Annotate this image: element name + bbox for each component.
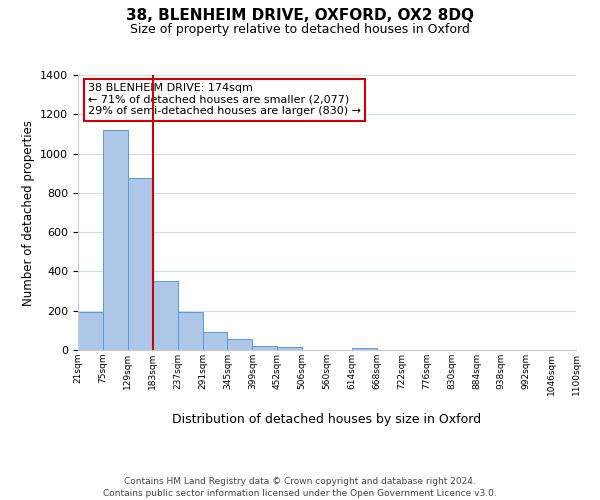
Bar: [128, 178, 153, 350]
Text: Contains public sector information licensed under the Open Government Licence v3: Contains public sector information licen…: [103, 489, 497, 498]
Text: 38 BLENHEIM DRIVE: 174sqm
← 71% of detached houses are smaller (2,077)
29% of se: 38 BLENHEIM DRIVE: 174sqm ← 71% of detac…: [88, 83, 361, 116]
Text: 38, BLENHEIM DRIVE, OXFORD, OX2 8DQ: 38, BLENHEIM DRIVE, OXFORD, OX2 8DQ: [126, 8, 474, 22]
Text: Contains HM Land Registry data © Crown copyright and database right 2024.: Contains HM Land Registry data © Crown c…: [124, 478, 476, 486]
Y-axis label: Number of detached properties: Number of detached properties: [22, 120, 35, 306]
Text: Distribution of detached houses by size in Oxford: Distribution of detached houses by size …: [172, 412, 482, 426]
Bar: [352, 348, 377, 350]
Text: Size of property relative to detached houses in Oxford: Size of property relative to detached ho…: [130, 22, 470, 36]
Bar: [78, 312, 103, 350]
Bar: [227, 339, 253, 350]
Bar: [103, 130, 128, 350]
Bar: [203, 332, 227, 350]
Bar: [152, 281, 178, 350]
Bar: [277, 347, 302, 350]
Bar: [253, 346, 277, 350]
Bar: [178, 312, 203, 350]
